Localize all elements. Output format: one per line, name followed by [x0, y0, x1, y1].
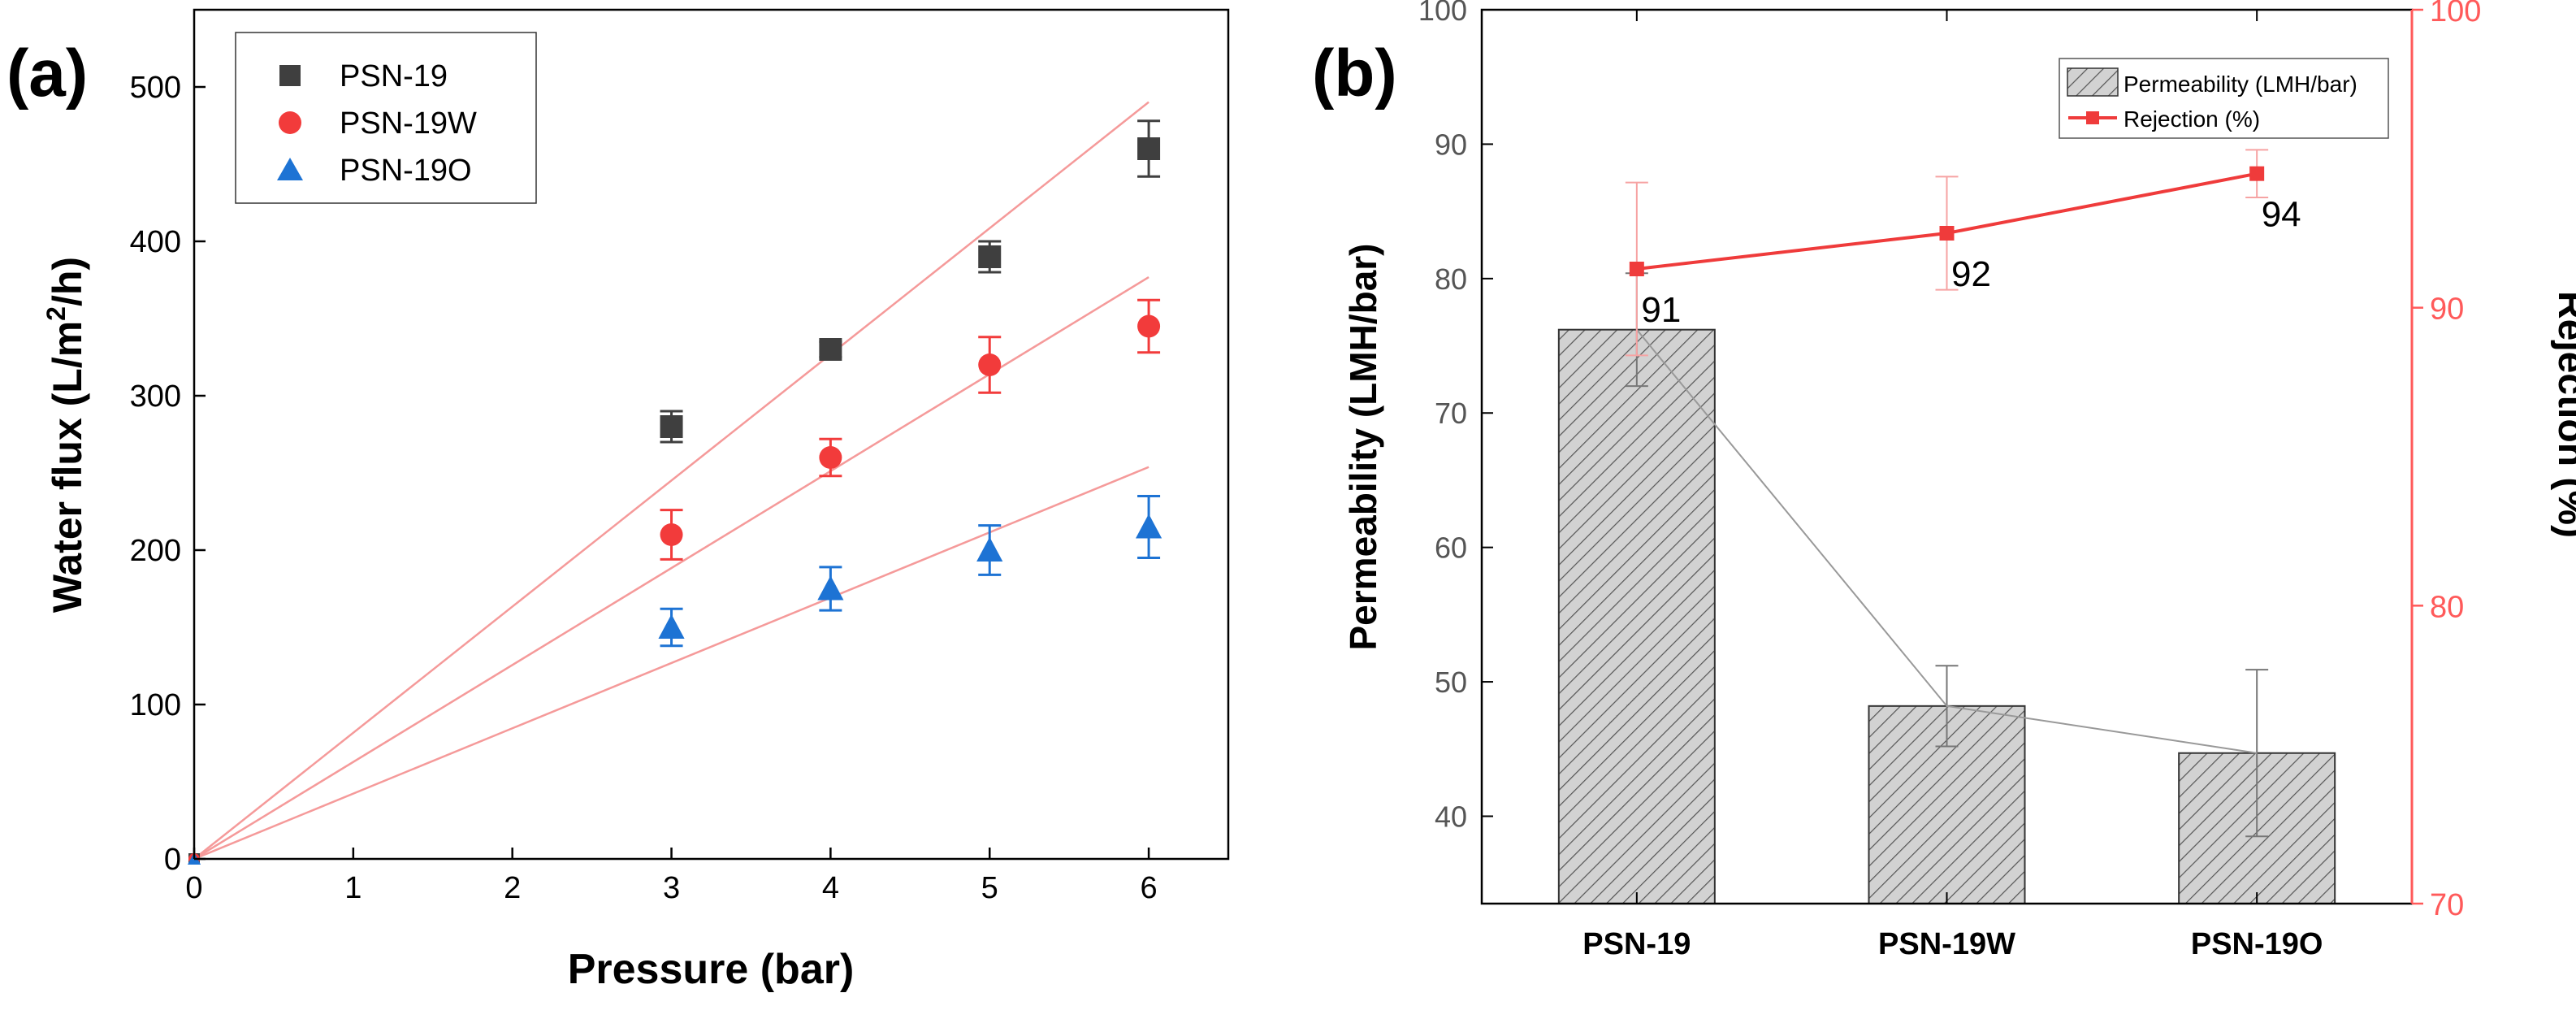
- y-tick-label-a: 300: [130, 379, 181, 414]
- point-psn-19: [978, 245, 1002, 268]
- fit-line-psn-19w: [193, 276, 1149, 861]
- legend-label-psn-19w: PSN-19W: [340, 106, 477, 141]
- y-tick-label-left-b: 40: [1435, 800, 1467, 833]
- legend-marker-psn-19o: [277, 158, 303, 180]
- rejection-point-psn-19w: [1939, 226, 1955, 241]
- rejection-point-psn-19: [1629, 262, 1644, 276]
- legend-label-permeability: Permeability (LMH/bar): [2124, 72, 2357, 97]
- legend-swatch-rejection-marker: [2086, 111, 2099, 124]
- legend-marker-psn-19w: [279, 111, 301, 134]
- legend-label-psn-19: PSN-19: [340, 59, 448, 93]
- data-label-psn-19o: 94: [2262, 195, 2301, 235]
- x-tick-label-a: 0: [185, 871, 202, 905]
- panel-b-label: (b): [1312, 37, 1397, 111]
- y-axis-title-b-left: Permeability (LMH/bar): [1342, 244, 1384, 651]
- point-psn-19w: [978, 353, 1002, 376]
- x-tick-label-a: 3: [663, 871, 680, 905]
- y-tick-label-right-b: 100: [2430, 0, 2481, 28]
- y-tick-label-left-b: 50: [1435, 666, 1467, 699]
- chart-b: (b) 91 92 94 40 50 60 70 80 90 100 70 80 90 100 PSN…: [1312, 0, 2576, 961]
- y-tick-label-left-b: 100: [1418, 0, 1467, 27]
- x-tick-label-a: 2: [504, 871, 521, 905]
- y-axis-title-a: Water flux (L/m2/h): [41, 257, 90, 613]
- y-tick-label-a: 500: [130, 71, 181, 105]
- y-tick-label-right-b: 70: [2430, 888, 2464, 922]
- legend-b: Permeability (LMH/bar) Rejection (%): [2059, 58, 2389, 139]
- panel-a-label: (a): [6, 37, 88, 111]
- point-psn-19w: [1137, 314, 1161, 338]
- point-psn-19: [660, 415, 683, 438]
- point-psn-19w: [660, 523, 683, 546]
- y-tick-label-a: 0: [164, 843, 181, 877]
- plot-area-a: [193, 8, 1230, 861]
- bar-psn-19: [1557, 328, 1716, 904]
- point-psn-19: [819, 338, 842, 361]
- x-tick-label-b: PSN-19W: [1878, 927, 2015, 961]
- x-axis-title-a: Pressure (bar): [568, 946, 855, 993]
- point-psn-19o: [658, 614, 685, 639]
- x-tick-label-a: 1: [344, 871, 362, 905]
- rejection-point-psn-19o: [2249, 166, 2265, 181]
- point-psn-19o: [1135, 514, 1162, 539]
- point-psn-19w: [819, 446, 842, 469]
- x-tick-label-a: 6: [1141, 871, 1158, 905]
- y-tick-label-a: 100: [130, 688, 181, 722]
- data-label-psn-19w: 92: [1951, 254, 1991, 294]
- data-label-psn-19: 91: [1641, 290, 1681, 330]
- fit-line-psn-19: [193, 101, 1149, 860]
- y-tick-label-a: 400: [130, 225, 181, 259]
- legend-swatch-permeability: [2067, 67, 2119, 97]
- chart-a: (a) 0 1 2 3 4 5 6 0 100 200 300 400 500 Pressure (b…: [6, 8, 1230, 993]
- y-axis-title-b-right: Rejection (%): [2550, 291, 2576, 538]
- point-psn-19o: [976, 536, 1003, 562]
- permeability-trend-line: [1636, 329, 2258, 754]
- legend-label-psn-19o: PSN-19O: [340, 154, 472, 188]
- y-tick-label-right-b: 80: [2430, 590, 2464, 624]
- x-tick-label-a: 5: [981, 871, 998, 905]
- y-tick-label-right-b: 90: [2430, 293, 2464, 327]
- y-tick-label-left-b: 60: [1435, 531, 1467, 565]
- y-tick-label-left-b: 90: [1435, 128, 1467, 161]
- legend-label-rejection: Rejection (%): [2124, 106, 2260, 132]
- y-tick-label-left-b: 70: [1435, 397, 1467, 430]
- x-tick-label-a: 4: [822, 871, 839, 905]
- x-tick-label-b: PSN-19O: [2191, 927, 2323, 961]
- point-psn-19: [1137, 137, 1161, 160]
- legend-a: PSN-19 PSN-19W PSN-19O: [235, 32, 537, 204]
- y-tick-label-left-b: 80: [1435, 262, 1467, 296]
- x-tick-label-b: PSN-19: [1582, 927, 1691, 961]
- point-psn-19o: [817, 575, 844, 601]
- y-tick-label-a: 200: [130, 534, 181, 568]
- legend-marker-psn-19: [279, 65, 301, 86]
